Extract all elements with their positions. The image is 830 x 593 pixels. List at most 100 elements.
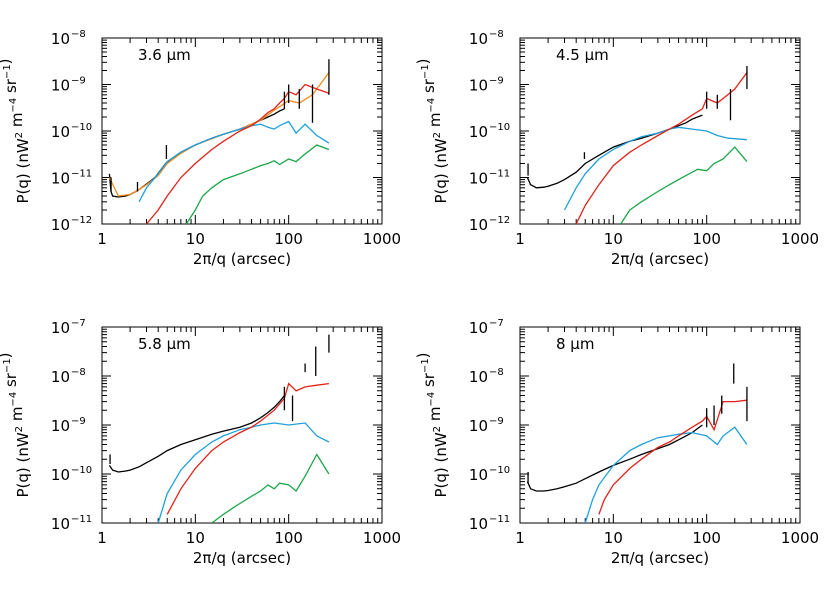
y-axis-label-part: P(q) (nW xyxy=(432,138,450,203)
y-axis-label-superscript: 2 xyxy=(14,426,25,432)
y-axis-label-part: ) xyxy=(414,352,432,358)
y-axis-label-part: ) xyxy=(0,352,14,358)
x-tick-label: 1 xyxy=(515,230,525,248)
series-line-3 xyxy=(166,382,329,515)
x-axis-label: 2π/q (arcsec) xyxy=(193,549,291,567)
y-tick-label: 10 xyxy=(469,466,488,484)
series-line-2 xyxy=(584,426,748,523)
plot-frame xyxy=(519,326,801,524)
y-axis-label-superscript: 2 xyxy=(432,426,443,432)
panel-label: 5.8 μm xyxy=(138,335,191,353)
x-axis-label: 2π/q (arcsec) xyxy=(611,549,709,567)
y-axis-label-superscript: −4 xyxy=(8,98,19,113)
y-axis-label-superscript: −1 xyxy=(420,358,431,373)
plot-frame xyxy=(101,37,383,225)
x-tick-label: 1000 xyxy=(781,529,819,547)
y-axis-label-part: sr xyxy=(420,78,438,98)
y-tick-label: 10 xyxy=(51,216,70,234)
y-tick-label: 10 xyxy=(51,319,70,337)
series-line-3 xyxy=(575,72,748,224)
y-axis-label-superscript: −1 xyxy=(420,64,431,79)
y-axis-label-part: m xyxy=(8,407,26,426)
series-group xyxy=(526,65,748,224)
y-tick-label-exponent: −12 xyxy=(71,215,92,226)
y-tick-label-exponent: −11 xyxy=(71,169,92,180)
x-tick-label: 1000 xyxy=(363,230,401,248)
y-tick-label: 10 xyxy=(469,123,488,141)
y-tick-label: 10 xyxy=(469,30,488,48)
y-axis-label-part: m xyxy=(426,407,444,426)
x-tick-label: 10 xyxy=(604,529,623,547)
y-axis-label-part: ) xyxy=(414,58,432,64)
y-tick-label-exponent: −7 xyxy=(71,318,86,329)
series-line-5 xyxy=(185,144,330,224)
y-axis-label-part: m xyxy=(8,113,26,132)
series-line-1 xyxy=(526,424,703,492)
y-tick-label: 10 xyxy=(469,515,488,533)
y-tick-label: 10 xyxy=(51,170,70,188)
x-tick-label: 1000 xyxy=(781,230,819,248)
y-tick-label: 10 xyxy=(469,77,488,95)
y-tick-label: 10 xyxy=(51,417,70,435)
panel-label: 3.6 μm xyxy=(138,46,191,64)
y-tick-label-exponent: −11 xyxy=(71,514,92,525)
x-axis-label: 2π/q (arcsec) xyxy=(611,250,709,268)
series-line-4 xyxy=(211,453,330,523)
series-line-1 xyxy=(526,114,703,189)
y-tick-label: 10 xyxy=(469,417,488,435)
series-line-3 xyxy=(598,399,747,515)
y-tick-label-exponent: −10 xyxy=(489,122,510,133)
y-tick-label-exponent: −11 xyxy=(489,514,510,525)
x-tick-label: 100 xyxy=(274,529,303,547)
y-axis-label: P(q) (nW2 m−4 sr−1) xyxy=(414,352,450,497)
y-axis-label-superscript: −4 xyxy=(426,392,437,407)
y-tick-label: 10 xyxy=(51,515,70,533)
y-tick-label-exponent: −10 xyxy=(71,465,92,476)
series-group xyxy=(108,334,330,523)
y-axis-label-part: sr xyxy=(2,372,20,392)
x-tick-label: 10 xyxy=(604,230,623,248)
y-axis-label-part: sr xyxy=(420,372,438,392)
y-tick-label-exponent: −9 xyxy=(489,416,504,427)
x-tick-label: 100 xyxy=(692,230,721,248)
panel-label: 4.5 μm xyxy=(556,46,609,64)
y-axis-label-part: m xyxy=(426,113,444,132)
y-tick-label: 10 xyxy=(469,216,488,234)
x-tick-label: 10 xyxy=(186,529,205,547)
series-line-2 xyxy=(157,422,330,523)
y-axis-label-superscript: −1 xyxy=(2,358,13,373)
y-tick-label: 10 xyxy=(469,319,488,337)
x-axis-label: 2π/q (arcsec) xyxy=(193,250,291,268)
y-axis-label-superscript: 2 xyxy=(14,132,25,138)
x-tick-label: 1000 xyxy=(363,529,401,547)
x-tick-label: 100 xyxy=(692,529,721,547)
y-tick-label-exponent: −8 xyxy=(489,29,504,40)
series-line-4 xyxy=(620,146,748,224)
y-tick-label-exponent: −10 xyxy=(489,465,510,476)
y-axis-label-superscript: 2 xyxy=(432,132,443,138)
y-axis-label-part: P(q) (nW xyxy=(14,432,32,497)
y-axis-label: P(q) (nW2 m−4 sr−1) xyxy=(414,58,450,203)
plot-frame xyxy=(519,37,801,225)
y-tick-label: 10 xyxy=(51,30,70,48)
series-group xyxy=(108,59,330,224)
plot-frame xyxy=(101,326,383,524)
series-line-3 xyxy=(138,120,330,203)
series-line-1 xyxy=(108,395,285,473)
y-tick-label-exponent: −8 xyxy=(71,367,86,378)
y-tick-label-exponent: −11 xyxy=(489,169,510,180)
y-tick-label-exponent: −7 xyxy=(489,318,504,329)
y-axis-label-superscript: −4 xyxy=(8,392,19,407)
panel-label: 8 μm xyxy=(556,335,594,353)
series-group xyxy=(526,363,748,523)
y-axis-label-part: P(q) (nW xyxy=(432,432,450,497)
y-tick-label-exponent: −9 xyxy=(71,416,86,427)
y-axis-label-superscript: −4 xyxy=(426,98,437,113)
series-line-2 xyxy=(563,126,747,211)
y-axis-label: P(q) (nW2 m−4 sr−1) xyxy=(0,352,32,497)
